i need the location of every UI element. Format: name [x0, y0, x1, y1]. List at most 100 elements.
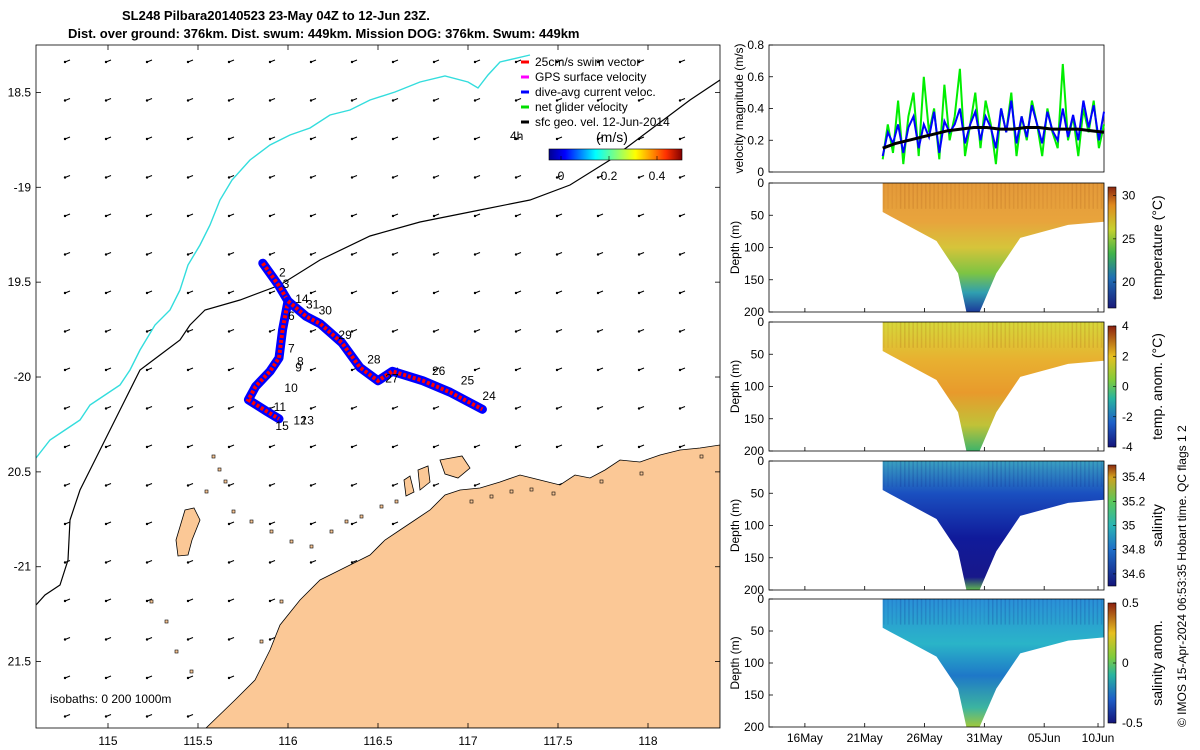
- current-arrow: [104, 367, 112, 372]
- colorbar-tick-label: -2: [1122, 410, 1133, 424]
- current-arrow: [268, 136, 276, 141]
- current-arrow: [596, 252, 604, 256]
- waypoint-label: 3: [283, 277, 290, 291]
- map-y-tick-label: -20: [14, 370, 32, 384]
- depth-axis-label: Depth (m): [728, 636, 742, 689]
- current-arrow: [678, 329, 686, 333]
- dive-avg-current-band: [283, 296, 487, 414]
- colorbar-tick-label: 35.2: [1122, 494, 1146, 508]
- map-x-tick-label: 115: [98, 734, 117, 748]
- map-y-tick-label: -21: [14, 560, 32, 574]
- current-arrow: [145, 598, 153, 603]
- current-arrow: [391, 98, 399, 102]
- current-arrow: [309, 483, 317, 487]
- current-arrow: [432, 444, 440, 449]
- current-arrow: [186, 290, 194, 295]
- section-panel-temperature-anomaly: 0 50 100 150 200 Depth (m) -4 -2 0 2 4 temp. anom. …: [728, 315, 1165, 458]
- waypoint-label: 7: [288, 341, 295, 355]
- island-cluster: [403, 455, 471, 497]
- current-arrow: [104, 329, 112, 333]
- current-arrow: [391, 59, 399, 64]
- colorbar-tick-label: -0.5: [1122, 716, 1143, 730]
- current-arrow: [596, 406, 604, 410]
- island-dot: [359, 514, 364, 519]
- current-arrow: [63, 444, 71, 449]
- waypoint-label: 11: [274, 400, 287, 414]
- current-arrow: [104, 444, 112, 449]
- current-arrow: [555, 252, 563, 256]
- current-arrow: [350, 406, 358, 410]
- current-arrow: [637, 444, 645, 449]
- current-arrow: [227, 637, 235, 641]
- island-dot: [509, 489, 514, 494]
- velocity-y-tick-label: 0.4: [747, 102, 764, 116]
- island-dot: [279, 599, 284, 604]
- current-arrow: [350, 175, 358, 179]
- island-dot: [344, 519, 349, 524]
- current-arrow: [350, 290, 358, 295]
- current-arrow: [309, 560, 317, 564]
- current-arrow: [63, 406, 71, 410]
- island-dot: [204, 489, 209, 494]
- section-data-fill: [882, 183, 1104, 312]
- waypoint-label: 2: [279, 265, 286, 279]
- title-line-1: SL248 Pilbara20140523 23-May 04Z to 12-J…: [122, 8, 430, 23]
- depth-tick-label: 200: [744, 583, 764, 597]
- current-arrow: [227, 213, 235, 218]
- current-arrow: [637, 98, 645, 102]
- depth-tick-label: 50: [751, 347, 765, 361]
- map-x-tick-label: 118: [638, 734, 657, 748]
- current-arrow: [227, 59, 235, 64]
- map-y-tick-label: 18.5: [8, 85, 32, 99]
- current-arrow: [268, 98, 276, 102]
- depth-tick-label: 200: [744, 444, 764, 458]
- current-arrow: [63, 136, 71, 141]
- current-arrow: [227, 136, 235, 141]
- colorbar-tick-label: 25: [1122, 232, 1136, 246]
- current-arrow: [678, 290, 686, 295]
- current-arrow: [596, 367, 604, 372]
- current-arrow: [350, 483, 358, 487]
- island-dot: [551, 491, 556, 496]
- island-dot: [269, 529, 274, 534]
- island-dot: [164, 619, 169, 624]
- current-arrow: [432, 483, 440, 487]
- current-arrow: [145, 675, 153, 680]
- current-arrow: [555, 406, 563, 410]
- current-arrow: [391, 329, 399, 333]
- current-arrow: [268, 444, 276, 449]
- current-arrow: [555, 98, 563, 102]
- current-arrow: [145, 175, 153, 179]
- current-arrow: [514, 175, 522, 179]
- colorbar-tick-label: 0.2: [601, 169, 618, 183]
- current-arrow: [432, 406, 440, 410]
- current-arrow: [268, 252, 276, 256]
- current-arrow: [104, 560, 112, 564]
- current-arrow: [432, 98, 440, 102]
- current-arrow: [473, 252, 481, 256]
- current-arrow: [186, 483, 194, 487]
- island-dot: [469, 499, 474, 504]
- current-arrow: [186, 637, 194, 641]
- waypoint-label: 14: [295, 292, 309, 306]
- current-arrow: [678, 252, 686, 256]
- current-arrow: [104, 59, 112, 64]
- depth-tick-label: 0: [757, 315, 764, 329]
- island-dot: [231, 509, 236, 514]
- current-arrow: [555, 59, 563, 64]
- legend-label: sfc geo. vel. 12-Jun-2014: [535, 115, 670, 129]
- isobath-1000m: [36, 54, 531, 459]
- depth-tick-label: 200: [744, 720, 764, 734]
- waypoint-label: 28: [367, 353, 381, 367]
- current-arrow: [391, 521, 399, 526]
- current-arrow: [145, 329, 153, 333]
- island-dot: [211, 454, 216, 459]
- current-arrow: [391, 175, 399, 179]
- copyright-text: © IMOS 15-Apr-2024 06:53:35 Hobart time.…: [1175, 425, 1189, 727]
- current-arrow: [309, 521, 317, 526]
- legend-item: sfc geo. vel. 12-Jun-2014: [521, 115, 670, 129]
- depth-tick-label: 0: [757, 176, 764, 190]
- current-arrow: [309, 406, 317, 410]
